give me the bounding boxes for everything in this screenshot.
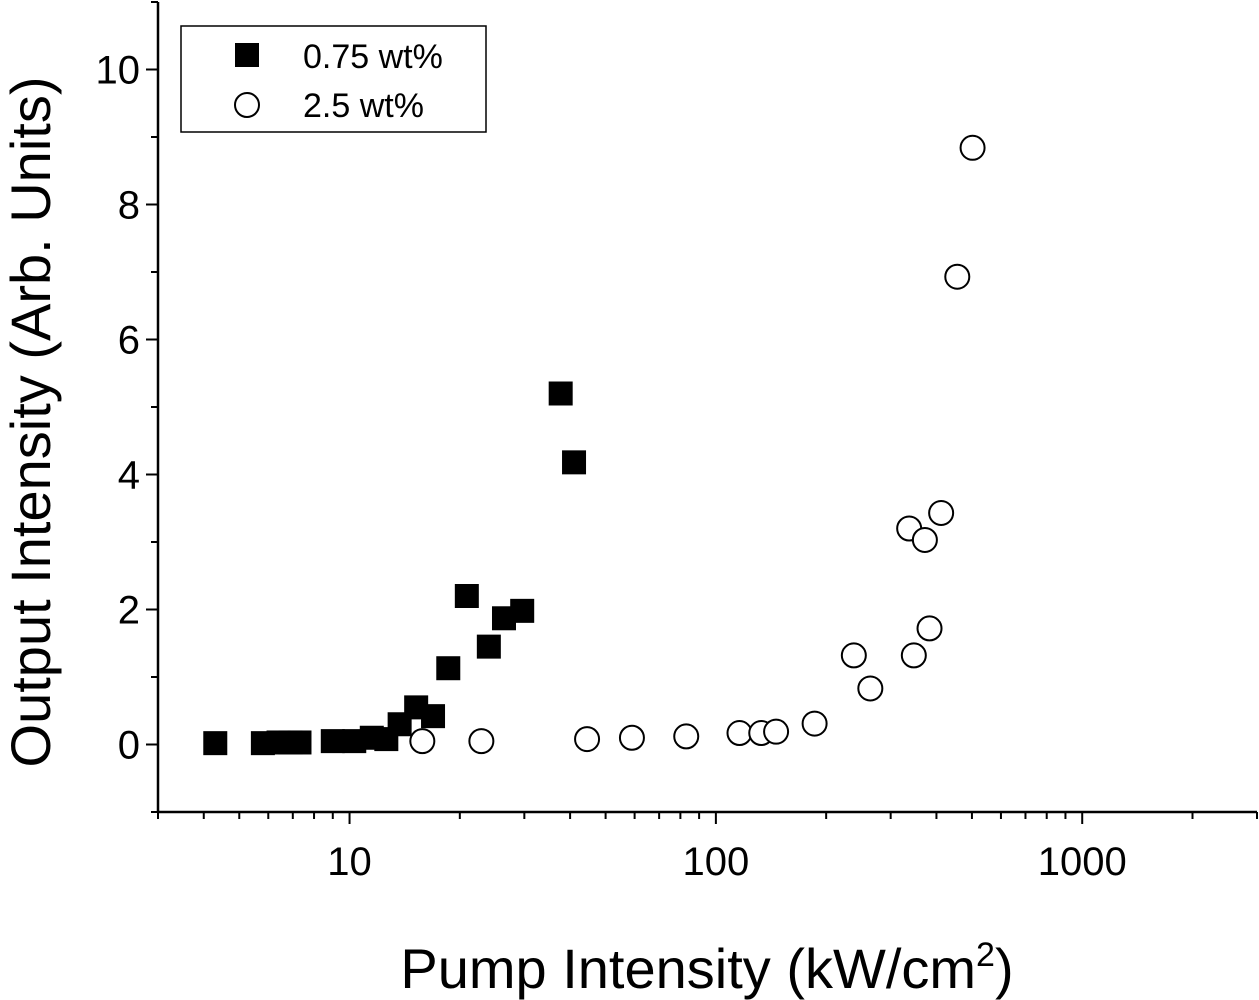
point-0-75-wt <box>320 729 345 754</box>
legend-label-0-75-wt: 0.75 wt% <box>303 38 443 76</box>
point-2-5-wt <box>840 642 867 669</box>
point-2-5-wt <box>618 724 645 751</box>
point-2-5-wt <box>673 723 700 750</box>
point-2-5-wt <box>944 263 971 290</box>
point-0-75-wt <box>562 450 587 475</box>
legend: 0.75 wt% 2.5 wt% <box>180 25 487 133</box>
x-tick-label: 100 <box>683 840 750 884</box>
legend-frame <box>180 25 487 133</box>
y-tick-label: 0 <box>118 724 140 768</box>
y-tick-label: 8 <box>118 184 140 228</box>
axes-layer: 0 2 4 6 8 10 10 100 1000 <box>96 1 1258 884</box>
x-tick-label: 1000 <box>1038 840 1127 884</box>
point-2-5-wt <box>409 728 436 755</box>
point-2-5-wt <box>763 718 790 745</box>
point-2-5-wt <box>801 710 828 737</box>
point-2-5-wt <box>468 728 495 755</box>
point-2-5-wt <box>928 499 955 526</box>
marks-layer <box>203 134 986 756</box>
point-0-75-wt <box>548 381 573 406</box>
point-0-75-wt <box>454 584 479 608</box>
point-2-5-wt <box>916 615 943 642</box>
y-tick-label: 2 <box>118 589 140 633</box>
point-0-75-wt <box>421 704 446 729</box>
point-0-75-wt <box>476 634 501 659</box>
point-2-5-wt <box>726 720 753 747</box>
x-tick-label: 10 <box>327 840 372 884</box>
x-axis-title-main: Pump Intensity (kW/cm <box>400 937 976 1000</box>
point-0-75-wt <box>510 598 535 623</box>
point-2-5-wt <box>857 675 884 702</box>
legend-label-2-5-wt: 2.5 wt% <box>303 87 424 125</box>
x-axis-title-suffix: ) <box>995 937 1014 1000</box>
y-tick-label: 10 <box>96 49 141 93</box>
legend-marker-0-75-wt <box>235 43 259 67</box>
point-2-5-wt <box>900 642 927 669</box>
legend-marker-2-5-wt <box>234 92 260 118</box>
y-tick-label: 4 <box>118 454 140 498</box>
point-0-75-wt <box>436 656 461 681</box>
point-0-75-wt <box>287 730 312 755</box>
y-tick-label: 6 <box>118 319 140 363</box>
point-2-5-wt <box>959 134 986 161</box>
point-2-5-wt <box>574 726 601 753</box>
point-2-5-wt <box>911 526 938 553</box>
x-axis-title-superscript: 2 <box>976 936 995 974</box>
x-axis-title: Pump Intensity (kW/cm2) <box>400 936 1013 1000</box>
point-0-75-wt <box>203 731 228 756</box>
y-axis-title: Output Intensity (Arb. Units) <box>0 77 62 768</box>
